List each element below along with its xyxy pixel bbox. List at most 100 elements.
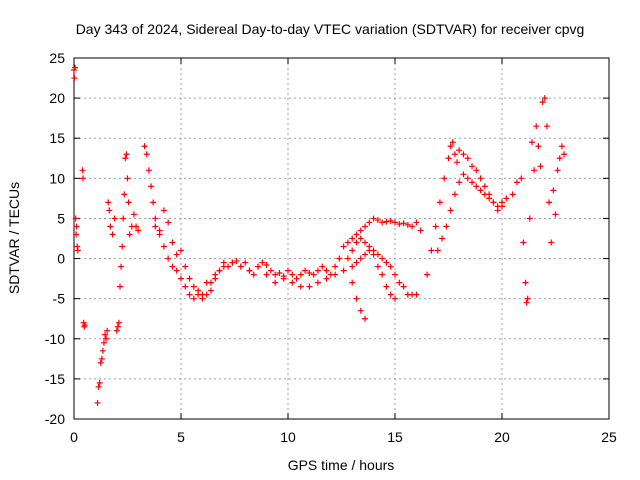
data-point bbox=[102, 331, 109, 338]
data-point bbox=[357, 307, 364, 314]
data-point bbox=[387, 263, 394, 270]
data-point bbox=[469, 179, 476, 186]
data-point bbox=[392, 295, 398, 302]
data-point bbox=[121, 191, 128, 198]
data-point bbox=[148, 183, 155, 190]
data-point bbox=[434, 247, 441, 254]
data-point bbox=[531, 167, 538, 174]
data-point bbox=[349, 235, 356, 242]
data-point bbox=[477, 187, 484, 194]
data-point bbox=[169, 239, 176, 246]
data-point bbox=[178, 275, 184, 282]
data-point bbox=[72, 64, 79, 71]
data-point bbox=[94, 399, 101, 406]
data-point bbox=[550, 187, 557, 194]
data-point bbox=[340, 243, 347, 250]
data-point bbox=[520, 239, 527, 246]
data-points bbox=[71, 64, 568, 406]
data-point bbox=[160, 243, 167, 250]
data-point bbox=[451, 191, 458, 198]
data-point bbox=[96, 379, 103, 386]
x-tick-label: 20 bbox=[494, 429, 510, 445]
data-point bbox=[190, 283, 197, 290]
y-tick-label: 5 bbox=[57, 210, 65, 226]
plot-frame bbox=[73, 57, 610, 420]
data-point bbox=[340, 267, 347, 274]
data-point bbox=[370, 215, 377, 222]
data-point bbox=[494, 207, 501, 214]
data-point bbox=[135, 227, 142, 234]
data-point bbox=[106, 207, 113, 214]
data-point bbox=[481, 191, 488, 198]
data-point bbox=[250, 271, 257, 278]
data-point bbox=[486, 195, 493, 202]
data-point bbox=[392, 219, 398, 226]
data-point bbox=[383, 218, 390, 225]
data-point bbox=[552, 211, 559, 218]
data-point bbox=[169, 263, 176, 270]
data-point bbox=[383, 259, 390, 266]
data-point bbox=[556, 155, 563, 162]
data-point bbox=[379, 271, 386, 278]
data-point bbox=[165, 219, 172, 226]
data-point bbox=[548, 239, 555, 246]
data-point bbox=[332, 263, 339, 270]
data-point bbox=[104, 327, 111, 334]
data-point bbox=[114, 323, 121, 330]
data-point bbox=[456, 147, 463, 154]
data-point bbox=[499, 203, 505, 210]
data-point bbox=[289, 271, 296, 278]
data-point bbox=[293, 275, 300, 282]
data-point bbox=[392, 271, 398, 278]
data-point bbox=[143, 151, 150, 158]
data-point bbox=[404, 221, 411, 228]
data-point bbox=[255, 263, 262, 270]
data-point bbox=[357, 235, 364, 242]
data-point bbox=[428, 247, 435, 254]
data-point bbox=[349, 247, 356, 254]
data-point bbox=[126, 231, 133, 238]
data-point bbox=[387, 217, 394, 224]
data-point bbox=[150, 199, 157, 206]
data-point bbox=[233, 257, 240, 264]
data-point bbox=[539, 99, 546, 106]
data-point bbox=[370, 251, 377, 258]
data-point bbox=[306, 269, 313, 276]
data-point bbox=[237, 263, 244, 270]
data-point bbox=[469, 163, 476, 170]
data-point bbox=[285, 267, 291, 274]
data-point bbox=[490, 199, 497, 206]
data-point bbox=[306, 283, 313, 290]
data-point bbox=[464, 155, 471, 162]
data-point bbox=[432, 223, 439, 230]
data-point bbox=[203, 291, 210, 298]
y-axis-label: SDTVAR / TECUs bbox=[6, 182, 22, 294]
data-point bbox=[263, 261, 270, 268]
data-point bbox=[513, 179, 520, 186]
data-point bbox=[349, 263, 356, 270]
data-point bbox=[344, 239, 351, 246]
data-point bbox=[272, 271, 279, 278]
data-point bbox=[460, 171, 467, 178]
data-point bbox=[323, 275, 330, 282]
data-point bbox=[178, 247, 184, 254]
data-point bbox=[186, 275, 193, 282]
data-point bbox=[246, 267, 253, 274]
data-point bbox=[323, 267, 330, 274]
data-point bbox=[362, 315, 369, 322]
data-point bbox=[100, 339, 107, 346]
data-point bbox=[379, 219, 386, 226]
data-point bbox=[558, 143, 565, 150]
x-tick-label: 15 bbox=[387, 429, 403, 445]
data-point bbox=[336, 255, 343, 262]
data-point bbox=[441, 175, 448, 182]
data-point bbox=[353, 259, 360, 266]
data-point bbox=[229, 259, 236, 266]
data-point bbox=[120, 215, 127, 222]
data-point bbox=[207, 287, 214, 294]
data-point bbox=[207, 279, 214, 286]
data-point bbox=[272, 279, 279, 286]
data-point bbox=[546, 199, 553, 206]
data-point bbox=[456, 179, 463, 186]
data-point bbox=[449, 139, 456, 146]
